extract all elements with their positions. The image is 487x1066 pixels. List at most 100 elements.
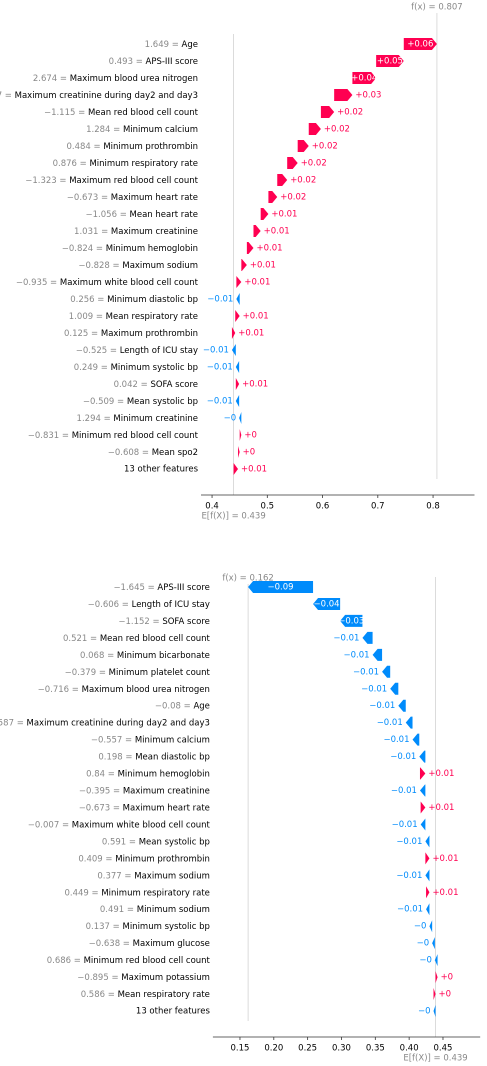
bar (419, 750, 426, 763)
bar (429, 920, 433, 933)
feature-label: 0.84 = Minimum hemoglobin (86, 769, 210, 779)
value-label: +0.04 (351, 74, 377, 84)
value-label: +0.02 (312, 142, 338, 152)
value-label: −0.01 (361, 684, 387, 694)
x-tick-label: 0.8 (426, 502, 440, 512)
bar (420, 818, 426, 831)
feature-label: 0.493 = APS-III score (109, 57, 198, 67)
feature-label: −0.895 = Maximum potassium (77, 973, 210, 983)
bar (287, 157, 298, 169)
value-label: +0.02 (301, 159, 327, 169)
value-label: −0 (417, 939, 430, 949)
bar (308, 123, 321, 135)
base-label: E[f(X)] = 0.439 (201, 512, 265, 522)
value-label: +0.06 (407, 40, 433, 50)
bar (236, 276, 242, 288)
value-label: +0 (243, 448, 256, 458)
value-label: +0.01 (241, 465, 267, 475)
value-label: +0 (439, 990, 452, 1000)
feature-label: 0.591 = Mean systolic bp (102, 837, 210, 847)
x-tick-label: 0.7 (371, 502, 385, 512)
value-label: +0.02 (280, 193, 306, 203)
value-label: +0 (441, 973, 454, 983)
bar (239, 412, 242, 424)
bar (233, 463, 239, 475)
x-tick-label: 0.4 (205, 502, 219, 512)
value-label: −0.01 (333, 633, 359, 643)
bar (246, 242, 254, 254)
value-label: +0.01 (271, 210, 297, 220)
feature-label: −0.606 = Length of ICU stay (88, 599, 210, 609)
value-label: −0.09 (268, 583, 294, 593)
feature-label: −1.115 = Mean red blood cell count (44, 108, 199, 118)
feature-label: 1.031 = Maximum creatinine (74, 227, 198, 237)
feature-label: −0.935 = Maximum white blood cell count (16, 278, 199, 288)
value-label: +0.01 (250, 261, 276, 271)
bar (320, 106, 335, 118)
bar (260, 208, 269, 220)
feature-label: −0.638 = Maximum glucose (89, 939, 210, 949)
feature-label: 0.491 = Minimum sodium (100, 905, 210, 915)
bar (239, 429, 242, 441)
value-label: +0.01 (428, 769, 454, 779)
value-label: −0 (418, 1007, 431, 1017)
feature-label: −0.673 = Maximum heart rate (67, 193, 198, 203)
value-label: −0 (224, 414, 237, 424)
x-tick-label: 0.20 (264, 1044, 283, 1054)
value-label: −0.01 (344, 650, 370, 660)
feature-label: 0.249 = Minimum systolic bp (74, 363, 198, 373)
feature-label: 0.449 = Minimum respiratory rate (64, 888, 209, 898)
bar (268, 191, 278, 203)
feature-label: −0.673 = Maximum heart rate (79, 803, 210, 813)
feature-label: −1.152 = SOFA score (118, 616, 210, 626)
bar (313, 597, 341, 610)
bar (236, 293, 240, 305)
feature-label: −0.824 = Minimum hemoglobin (62, 244, 198, 254)
value-label: +0.02 (324, 125, 350, 135)
bar (362, 631, 373, 644)
feature-label: 1.009 = Mean respiratory rate (69, 312, 198, 322)
bar (231, 327, 236, 339)
feature-label: 0.042 = SOFA score (114, 380, 198, 390)
feature-label: 0.125 = Maximum prothrombin (64, 329, 198, 339)
value-label: −0.03 (338, 616, 364, 626)
value-label: −0.01 (390, 752, 416, 762)
value-label: +0.01 (244, 278, 270, 288)
feature-label: 0.137 = Minimum systolic bp (86, 922, 210, 932)
bar (235, 395, 240, 407)
feature-label: −0.379 = Minimum platelet count (65, 667, 211, 677)
value-label: −0.01 (392, 820, 418, 830)
value-label: +0.01 (264, 227, 290, 237)
bar (433, 988, 436, 1001)
feature-label: −0.831 = Minimum red blood cell count (28, 431, 199, 441)
bar (376, 55, 404, 67)
bar (420, 801, 426, 814)
feature-label: 0.377 = Maximum sodium (97, 871, 210, 881)
feature-label: −0.007 = Maximum white blood cell count (28, 820, 211, 830)
bar (235, 310, 240, 322)
feature-label: −0.525 = Length of ICU stay (76, 346, 198, 356)
feature-label: 0.068 = Minimum bicarbonate (80, 650, 210, 660)
bar (352, 72, 377, 84)
bar (241, 259, 247, 271)
feature-label: 13 other features (136, 1007, 211, 1017)
feature-label: −0.557 = Minimum calcium (91, 735, 210, 745)
bar (434, 954, 438, 967)
feature-label: 1.649 = Age (145, 40, 198, 50)
bar (390, 682, 399, 695)
bar (297, 140, 309, 152)
feature-label: −0.608 = Mean spo2 (108, 448, 198, 458)
feature-label: 0.256 = Minimum diastolic bp (70, 295, 198, 305)
bar (382, 665, 391, 678)
bar (235, 361, 240, 373)
value-label: −0 (414, 922, 427, 932)
bar (340, 614, 363, 627)
value-label: +0.01 (432, 888, 458, 898)
bar (412, 733, 420, 746)
x-tick-label: 0.25 (298, 1044, 317, 1054)
value-label: −0.01 (369, 701, 395, 711)
x-tick-label: 0.15 (230, 1044, 249, 1054)
bar (398, 699, 406, 712)
value-label: −0.01 (383, 735, 409, 745)
